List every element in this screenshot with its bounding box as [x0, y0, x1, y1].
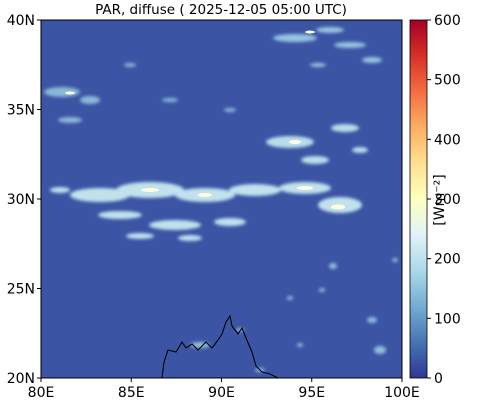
x-tick-label: 100E [384, 385, 420, 401]
cloud-patches-south [190, 258, 398, 372]
colorbar-tick-label: 100 [434, 311, 461, 327]
colorbar-tick-label: 500 [434, 73, 461, 89]
x-tick-label: 95E [298, 385, 325, 401]
cloud-patches-west [44, 63, 236, 123]
colorbar-tick-label: 400 [434, 132, 461, 148]
cloud-field [44, 27, 398, 378]
y-tick-label: 40N [7, 13, 35, 29]
colorbar-tick-label: 600 [434, 13, 461, 29]
coastline [161, 314, 279, 378]
x-tick-label: 80E [28, 385, 55, 401]
colorbar [409, 19, 428, 379]
colorbar-label: [Wm⁻²] [432, 174, 448, 226]
y-tick-label: 35N [7, 103, 35, 119]
cloud-band-north [273, 27, 382, 67]
cloud-flecks [65, 30, 345, 210]
colorbar-tick-label: 300 [434, 192, 461, 208]
y-tick-label: 30N [7, 192, 35, 208]
y-tick-label: 20N [7, 371, 35, 387]
colorbar-ticks: 600 500 400 300 200 100 0 [427, 13, 461, 387]
x-tick-label: 85E [118, 385, 145, 401]
colorbar-tick-label: 0 [434, 371, 443, 387]
x-axis: 80E 85E 90E 95E 100E [28, 378, 420, 401]
map-title: PAR, diffuse ( 2025-12-05 05:00 UTC) [95, 2, 347, 18]
cloud-band-main [50, 182, 362, 241]
y-tick-label: 25N [7, 282, 35, 298]
colorbar-tick-label: 200 [434, 252, 461, 268]
x-tick-label: 90E [208, 385, 235, 401]
y-axis: 40N 35N 30N 25N 20N [7, 13, 41, 387]
